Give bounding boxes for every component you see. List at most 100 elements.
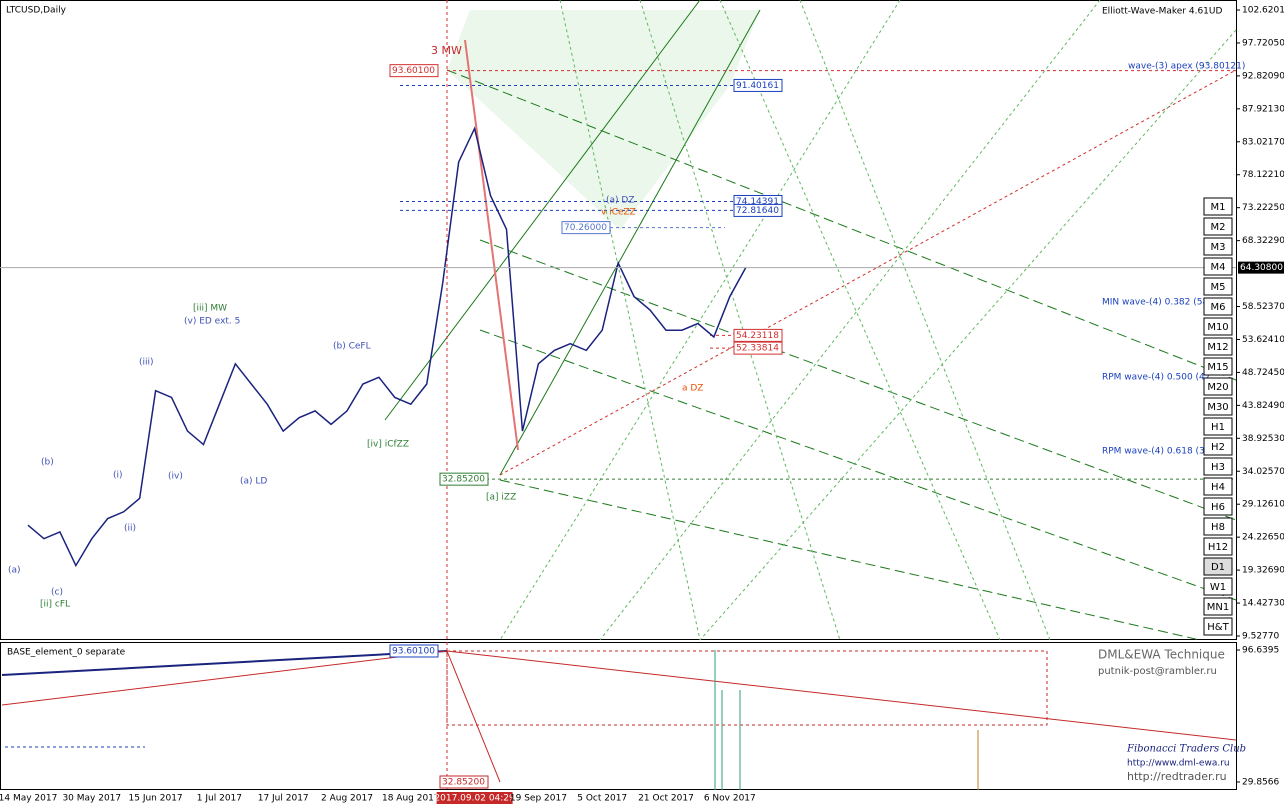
timeframe-label[interactable]: H3: [1211, 462, 1225, 473]
y-tick-label: 53.62410: [1242, 335, 1284, 345]
timeframe-label[interactable]: M1: [1211, 202, 1226, 213]
wave-label: (i): [113, 471, 123, 481]
timeframe-button[interactable]: [1203, 277, 1233, 296]
timeframe-label[interactable]: MN1: [1207, 602, 1229, 613]
timeframe-label[interactable]: H2: [1211, 442, 1225, 453]
timeframe-label[interactable]: H&T: [1207, 622, 1229, 633]
sub-high-label: 93.60100: [392, 647, 435, 657]
timeframe-label[interactable]: M2: [1211, 222, 1226, 233]
wave-label: (ii): [124, 524, 136, 534]
y-tick-label: 97.72050: [1242, 38, 1284, 48]
sub-title: BASE_element_0 separate: [7, 648, 126, 658]
timeframe-label[interactable]: H4: [1211, 482, 1225, 493]
y-tick-label: 68.32290: [1242, 236, 1284, 246]
wave-label: (c): [51, 588, 63, 598]
wave-label: (v) ED ext. 5: [184, 317, 240, 327]
timeframe-label[interactable]: H8: [1211, 522, 1225, 533]
level-box: [561, 221, 611, 235]
timeframe-button[interactable]: [1203, 237, 1233, 256]
timeframe-button[interactable]: [1203, 617, 1233, 636]
wave-label: (a) LD: [240, 477, 267, 487]
timeframe-label[interactable]: W1: [1210, 582, 1226, 593]
x-tick-label: 17 Jul 2017: [258, 794, 309, 804]
timeframe-button[interactable]: [1203, 497, 1233, 516]
timeframe-label[interactable]: M5: [1211, 282, 1226, 293]
timeframe-label[interactable]: M30: [1207, 402, 1228, 413]
credit: DML&EWA Technique: [1098, 648, 1225, 662]
timeframe-label[interactable]: H6: [1211, 502, 1225, 513]
price-line: [27, 126, 747, 568]
x-tick-label: 1 Jul 2017: [197, 794, 242, 804]
timeframe-button[interactable]: [1203, 377, 1233, 396]
wave-label: [iii] MW: [193, 304, 227, 314]
timeframe-label[interactable]: M10: [1207, 322, 1228, 333]
x-tick-label: 30 May 2017: [62, 794, 121, 804]
crosshair-date-box: [436, 792, 513, 804]
wave-label: v iCeZZ: [601, 208, 636, 218]
timeframe-button[interactable]: [1203, 357, 1233, 376]
timeframe-button[interactable]: [1203, 577, 1233, 596]
level-note: RPM wave-(4) 0.618 (36: [1102, 447, 1211, 457]
y-tick-label: 48.72450: [1242, 368, 1284, 378]
level-note: RPM wave-(4) 0.500 (47: [1102, 373, 1211, 383]
level-box: [733, 341, 783, 355]
wave-label: (a): [8, 566, 21, 576]
wave-label: (iii): [139, 358, 154, 368]
timeframe-label[interactable]: M6: [1211, 302, 1226, 313]
timeframe-button[interactable]: [1203, 417, 1233, 436]
timeframe-button[interactable]: [1203, 257, 1233, 276]
timeframe-button[interactable]: [1203, 337, 1233, 356]
indicator-name: Elliott-Wave-Maker 4.61UD: [1102, 7, 1222, 17]
level-label: 52.33814: [736, 344, 779, 354]
timeframe-button[interactable]: [1203, 597, 1233, 616]
credit: http://www.dml-ewa.ru: [1127, 759, 1230, 769]
symbol-title: LTCUSD,Daily: [6, 6, 67, 16]
level-box: [733, 203, 783, 217]
y-tick-label: 87.92130: [1242, 104, 1284, 114]
sub-low-label: 32.85200: [442, 778, 485, 788]
timeframe-button[interactable]: [1203, 457, 1233, 476]
timeframe-button[interactable]: [1203, 517, 1233, 536]
level-label: 32.85200: [442, 475, 485, 485]
timeframe-button[interactable]: [1203, 537, 1233, 556]
timeframe-label[interactable]: M20: [1207, 382, 1228, 393]
sub-low-box: [439, 775, 489, 789]
timeframe-label[interactable]: H12: [1208, 542, 1228, 553]
y-tick-label: 34.02570: [1242, 467, 1284, 477]
timeframe-button[interactable]: [1203, 297, 1233, 316]
timeframe-button[interactable]: [1203, 557, 1233, 576]
timeframe-button[interactable]: [1203, 437, 1233, 456]
x-tick-label: 18 Aug 2017: [382, 794, 440, 804]
y-tick-label: 92.82090: [1242, 71, 1284, 81]
timeframe-button[interactable]: [1203, 317, 1233, 336]
y-tick-label: 19.32690: [1242, 566, 1284, 576]
wave-label: [iv] iCfZZ: [367, 440, 409, 450]
x-tick-label: 15 Jun 2017: [129, 794, 183, 804]
y-tick-label: 29.12610: [1242, 500, 1284, 510]
y-tick-label: 102.62010: [1242, 6, 1284, 16]
x-tick-label: 14 May 2017: [0, 794, 57, 804]
wave-label: 3 MW: [431, 44, 462, 57]
level-box: [733, 328, 783, 342]
timeframe-label[interactable]: M12: [1207, 342, 1228, 353]
timeframe-button[interactable]: [1203, 217, 1233, 236]
credit: putnik-post@rambler.ru: [1098, 666, 1217, 677]
timeframe-button[interactable]: [1203, 197, 1233, 216]
timeframe-label[interactable]: H1: [1211, 422, 1225, 433]
y-tick-label: 83.02170: [1242, 137, 1284, 147]
wave-label: (b): [41, 458, 54, 468]
timeframe-label[interactable]: M3: [1211, 242, 1226, 253]
timeframe-button[interactable]: [1203, 477, 1233, 496]
level-note: wave-(3) apex (93.80121): [1128, 62, 1245, 72]
x-tick-label: 21 Oct 2017: [638, 794, 694, 804]
timeframe-label[interactable]: D1: [1211, 562, 1225, 573]
level-label: 72.81640: [736, 206, 779, 216]
sub-tick-label: 29.8566: [1242, 778, 1279, 788]
timeframe-label[interactable]: M4: [1211, 262, 1226, 273]
y-tick-label: 43.82490: [1242, 401, 1284, 411]
timeframe-button[interactable]: [1203, 397, 1233, 416]
wave-label: (a) DZ: [606, 196, 635, 206]
timeframe-label[interactable]: M15: [1207, 362, 1228, 373]
level-label: 54.23118: [736, 331, 779, 341]
